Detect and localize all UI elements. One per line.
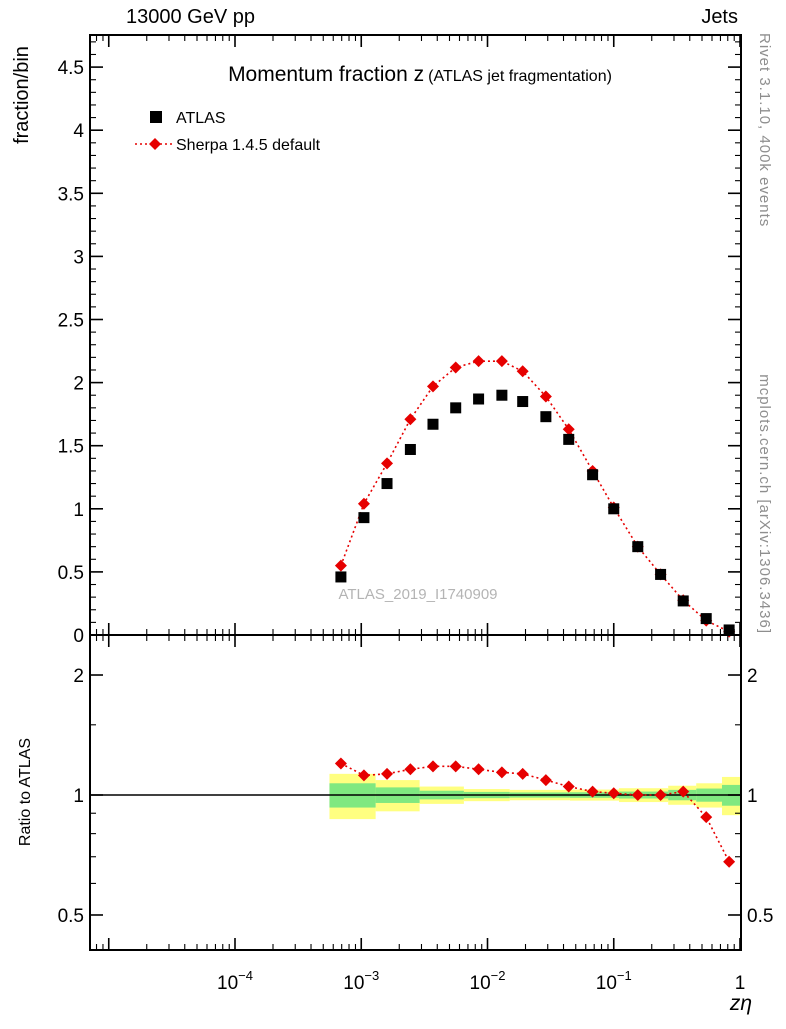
svg-text:2.5: 2.5	[58, 311, 84, 332]
axes-and-ticks: 0 0.5 1 1.5 2 2.5 3 3.5 4 4.5 0.5 0.5 1 1 2 2 10−4 10−3 10…	[58, 34, 773, 994]
svg-text:2: 2	[73, 666, 84, 687]
ratio-y-axis-title: Ratio to ATLAS	[17, 738, 34, 846]
header-beam-energy: 13000 GeV pp	[126, 6, 255, 28]
svg-text:10−4: 10−4	[217, 968, 253, 994]
svg-text:0.5: 0.5	[58, 906, 84, 927]
plot-title-sub: (ATLAS jet fragmentation)	[428, 68, 612, 85]
svg-text:1: 1	[735, 973, 746, 994]
svg-text:0: 0	[73, 626, 84, 647]
x-axis-title: zη	[729, 992, 752, 1015]
svg-text:4: 4	[73, 121, 84, 142]
svg-text:10−2: 10−2	[470, 968, 506, 994]
svg-text:3: 3	[73, 247, 84, 268]
plot-title-main: Momentum fraction z	[228, 63, 424, 86]
side-note-rivet-version: Rivet 3.1.10, 400k events	[756, 33, 773, 227]
side-note-mcplots-arxiv: mcplots.cern.ch [arXiv:1306.3436]	[756, 374, 773, 634]
svg-text:4.5: 4.5	[58, 58, 84, 79]
svg-text:0.5: 0.5	[58, 563, 84, 584]
svg-text:1: 1	[73, 500, 84, 521]
main-y-axis-title: fraction/bin	[11, 46, 33, 144]
svg-text:1: 1	[747, 786, 758, 807]
svg-text:3.5: 3.5	[58, 184, 84, 205]
svg-text:2: 2	[747, 666, 758, 687]
svg-text:1.5: 1.5	[58, 437, 84, 458]
svg-text:2: 2	[73, 374, 84, 395]
legend-label-atlas: ATLAS	[176, 110, 226, 127]
svg-text:1: 1	[73, 786, 84, 807]
data-points-layer	[334, 355, 736, 868]
svg-text:0.5: 0.5	[747, 906, 773, 927]
plot-title: Momentum fraction z (ATLAS jet fragmentat…	[228, 63, 612, 86]
svg-text:10−3: 10−3	[343, 968, 379, 994]
watermark-analysis-id: ATLAS_2019_I1740909	[338, 586, 497, 603]
legend-label-sherpa: Sherpa 1.4.5 default	[176, 137, 321, 154]
ratio-uncertainty-bands	[90, 773, 741, 820]
legend-markers	[135, 111, 175, 150]
header-process: Jets	[701, 6, 738, 28]
svg-text:10−1: 10−1	[596, 968, 632, 994]
